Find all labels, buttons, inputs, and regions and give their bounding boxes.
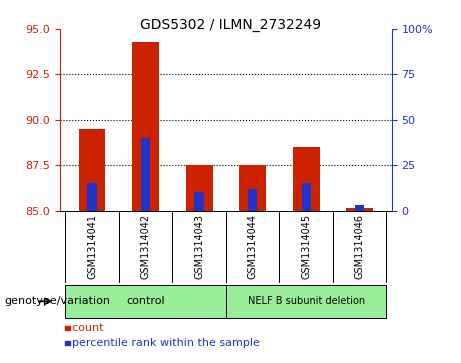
Text: GDS5302 / ILMN_2732249: GDS5302 / ILMN_2732249	[140, 18, 321, 32]
Bar	[301, 183, 311, 211]
Bar	[239, 165, 266, 211]
Text: genotype/variation: genotype/variation	[5, 296, 111, 306]
Text: GSM1314045: GSM1314045	[301, 214, 311, 280]
Bar	[141, 138, 150, 211]
Bar	[79, 129, 106, 211]
Text: count: count	[65, 323, 103, 333]
Text: control: control	[126, 296, 165, 306]
Text: GSM1314044: GSM1314044	[248, 214, 258, 280]
Bar	[355, 205, 364, 211]
Bar	[132, 42, 159, 211]
Text: GSM1314043: GSM1314043	[194, 214, 204, 280]
Bar	[195, 192, 204, 211]
Text: percentile rank within the sample: percentile rank within the sample	[65, 338, 260, 348]
FancyBboxPatch shape	[226, 285, 386, 318]
Text: GSM1314041: GSM1314041	[87, 214, 97, 280]
Bar	[248, 189, 257, 211]
Text: GSM1314046: GSM1314046	[355, 214, 365, 280]
Text: GSM1314042: GSM1314042	[141, 214, 151, 280]
Bar	[88, 183, 97, 211]
Text: NELF B subunit deletion: NELF B subunit deletion	[248, 296, 365, 306]
Bar	[346, 208, 373, 211]
Bar	[293, 147, 319, 211]
Bar	[186, 165, 213, 211]
FancyBboxPatch shape	[65, 285, 226, 318]
